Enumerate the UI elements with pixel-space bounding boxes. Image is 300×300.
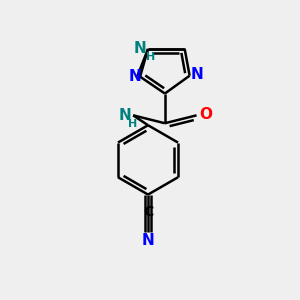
Text: N: N bbox=[119, 108, 132, 123]
Text: C: C bbox=[143, 206, 153, 219]
Text: N: N bbox=[190, 67, 203, 82]
Text: H: H bbox=[146, 52, 156, 62]
Text: O: O bbox=[199, 107, 212, 122]
Text: N: N bbox=[129, 69, 142, 84]
Text: N: N bbox=[134, 41, 146, 56]
Text: N: N bbox=[142, 233, 154, 248]
Text: H: H bbox=[128, 119, 137, 129]
